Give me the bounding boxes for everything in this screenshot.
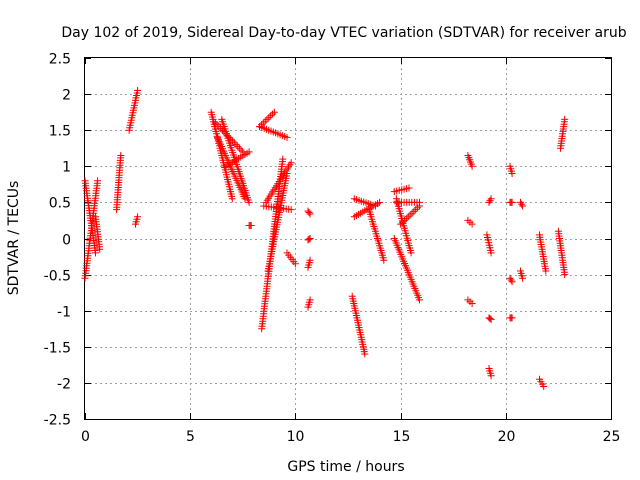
data-point (247, 222, 255, 229)
y-tick-label: -1 (57, 305, 71, 321)
data-point (96, 245, 104, 253)
data-point (561, 115, 569, 123)
data-point (561, 271, 569, 279)
data-point (380, 256, 388, 264)
data-point (263, 115, 271, 123)
y-tick-label: -1.5 (44, 341, 71, 357)
x-tick-label: 15 (393, 429, 411, 445)
data-point (287, 159, 295, 167)
data-point (508, 170, 516, 177)
data-point (519, 274, 527, 282)
data-point (506, 274, 514, 282)
data-point (508, 278, 516, 286)
data-point (267, 112, 275, 120)
data-point (305, 235, 313, 243)
data-point (245, 198, 253, 206)
y-tick-label: 2 (62, 88, 71, 104)
x-tick-label: 5 (186, 429, 195, 445)
x-tick-label: 20 (498, 429, 516, 445)
data-point (211, 119, 219, 127)
data-point (376, 198, 384, 206)
data-point (283, 133, 291, 141)
data-point (92, 249, 99, 257)
data-point (306, 210, 314, 218)
data-point (258, 121, 265, 129)
data-point (487, 195, 495, 203)
x-tick-label: 0 (81, 429, 90, 445)
data-point (542, 267, 550, 275)
y-tick-label: -0.5 (44, 269, 71, 285)
data-point (407, 249, 415, 257)
data-point (508, 198, 516, 206)
data-point (134, 87, 142, 94)
grid-layer (85, 58, 611, 419)
plot-frame (84, 57, 612, 420)
data-point (507, 276, 515, 284)
y-tick-label: 2.5 (49, 52, 71, 68)
data-point (306, 256, 314, 264)
data-point (487, 249, 495, 257)
data-point (361, 350, 369, 358)
data-point (245, 148, 253, 156)
data-point (468, 220, 476, 228)
data-point (287, 206, 295, 214)
data-point (416, 202, 423, 210)
y-tick-label: -2 (57, 377, 71, 393)
y-tick-label: -2.5 (44, 413, 71, 429)
data-point (232, 141, 240, 149)
x-tick-label: 25 (603, 429, 621, 445)
data-point (508, 314, 516, 322)
data-point (519, 202, 527, 210)
data-point (468, 300, 476, 307)
data-point (279, 155, 287, 163)
data-point (487, 372, 495, 380)
y-tick-label: 1 (62, 160, 71, 176)
data-point (486, 197, 494, 205)
data-point (237, 146, 245, 154)
y-tick-label: 1.5 (49, 124, 71, 140)
x-axis-title: GPS time / hours (287, 459, 404, 475)
y-tick-label: 0.5 (49, 196, 71, 212)
data-point (261, 117, 269, 125)
data-point (305, 209, 313, 216)
data-point (468, 162, 476, 170)
data-point (405, 184, 413, 192)
data-point (94, 177, 102, 185)
data-point (416, 296, 423, 304)
data-point (235, 144, 243, 152)
data-point (117, 152, 125, 159)
y-tick-label: 0 (62, 233, 71, 249)
data-point (291, 260, 299, 268)
data-point (518, 200, 526, 208)
data-point (410, 207, 418, 215)
data-point (486, 315, 494, 323)
data-point (228, 195, 236, 203)
data-point (487, 315, 495, 323)
data-point (517, 198, 524, 206)
y-axis-title: SDTVAR / TECUs (6, 181, 22, 296)
data-point (306, 296, 314, 304)
data-point (283, 170, 291, 177)
data-point (540, 383, 548, 390)
data-point (213, 121, 221, 129)
chart-title: Day 102 of 2019, Sidereal Day-to-day VTE… (61, 25, 626, 41)
data-point (306, 235, 314, 242)
data-point (485, 198, 493, 206)
data-point (134, 213, 142, 221)
data-point (270, 108, 278, 116)
data-markers (81, 87, 569, 390)
x-tick-label: 10 (287, 429, 305, 445)
tick-layer: 0 5 10 15 20 25 -2.5 -2 -1.5 -1 -0.5 0 0.5 1 1.5 2 2.5 (44, 52, 621, 446)
